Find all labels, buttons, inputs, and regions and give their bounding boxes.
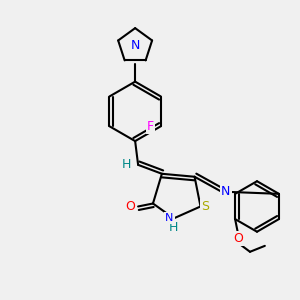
Text: O: O: [126, 200, 136, 213]
Text: H: H: [122, 158, 131, 171]
Text: H: H: [169, 221, 178, 234]
Text: N: N: [130, 40, 140, 52]
Text: F: F: [147, 120, 154, 133]
Text: O: O: [233, 232, 243, 245]
Text: N: N: [165, 213, 173, 224]
Text: S: S: [201, 200, 209, 213]
Text: N: N: [221, 185, 230, 198]
